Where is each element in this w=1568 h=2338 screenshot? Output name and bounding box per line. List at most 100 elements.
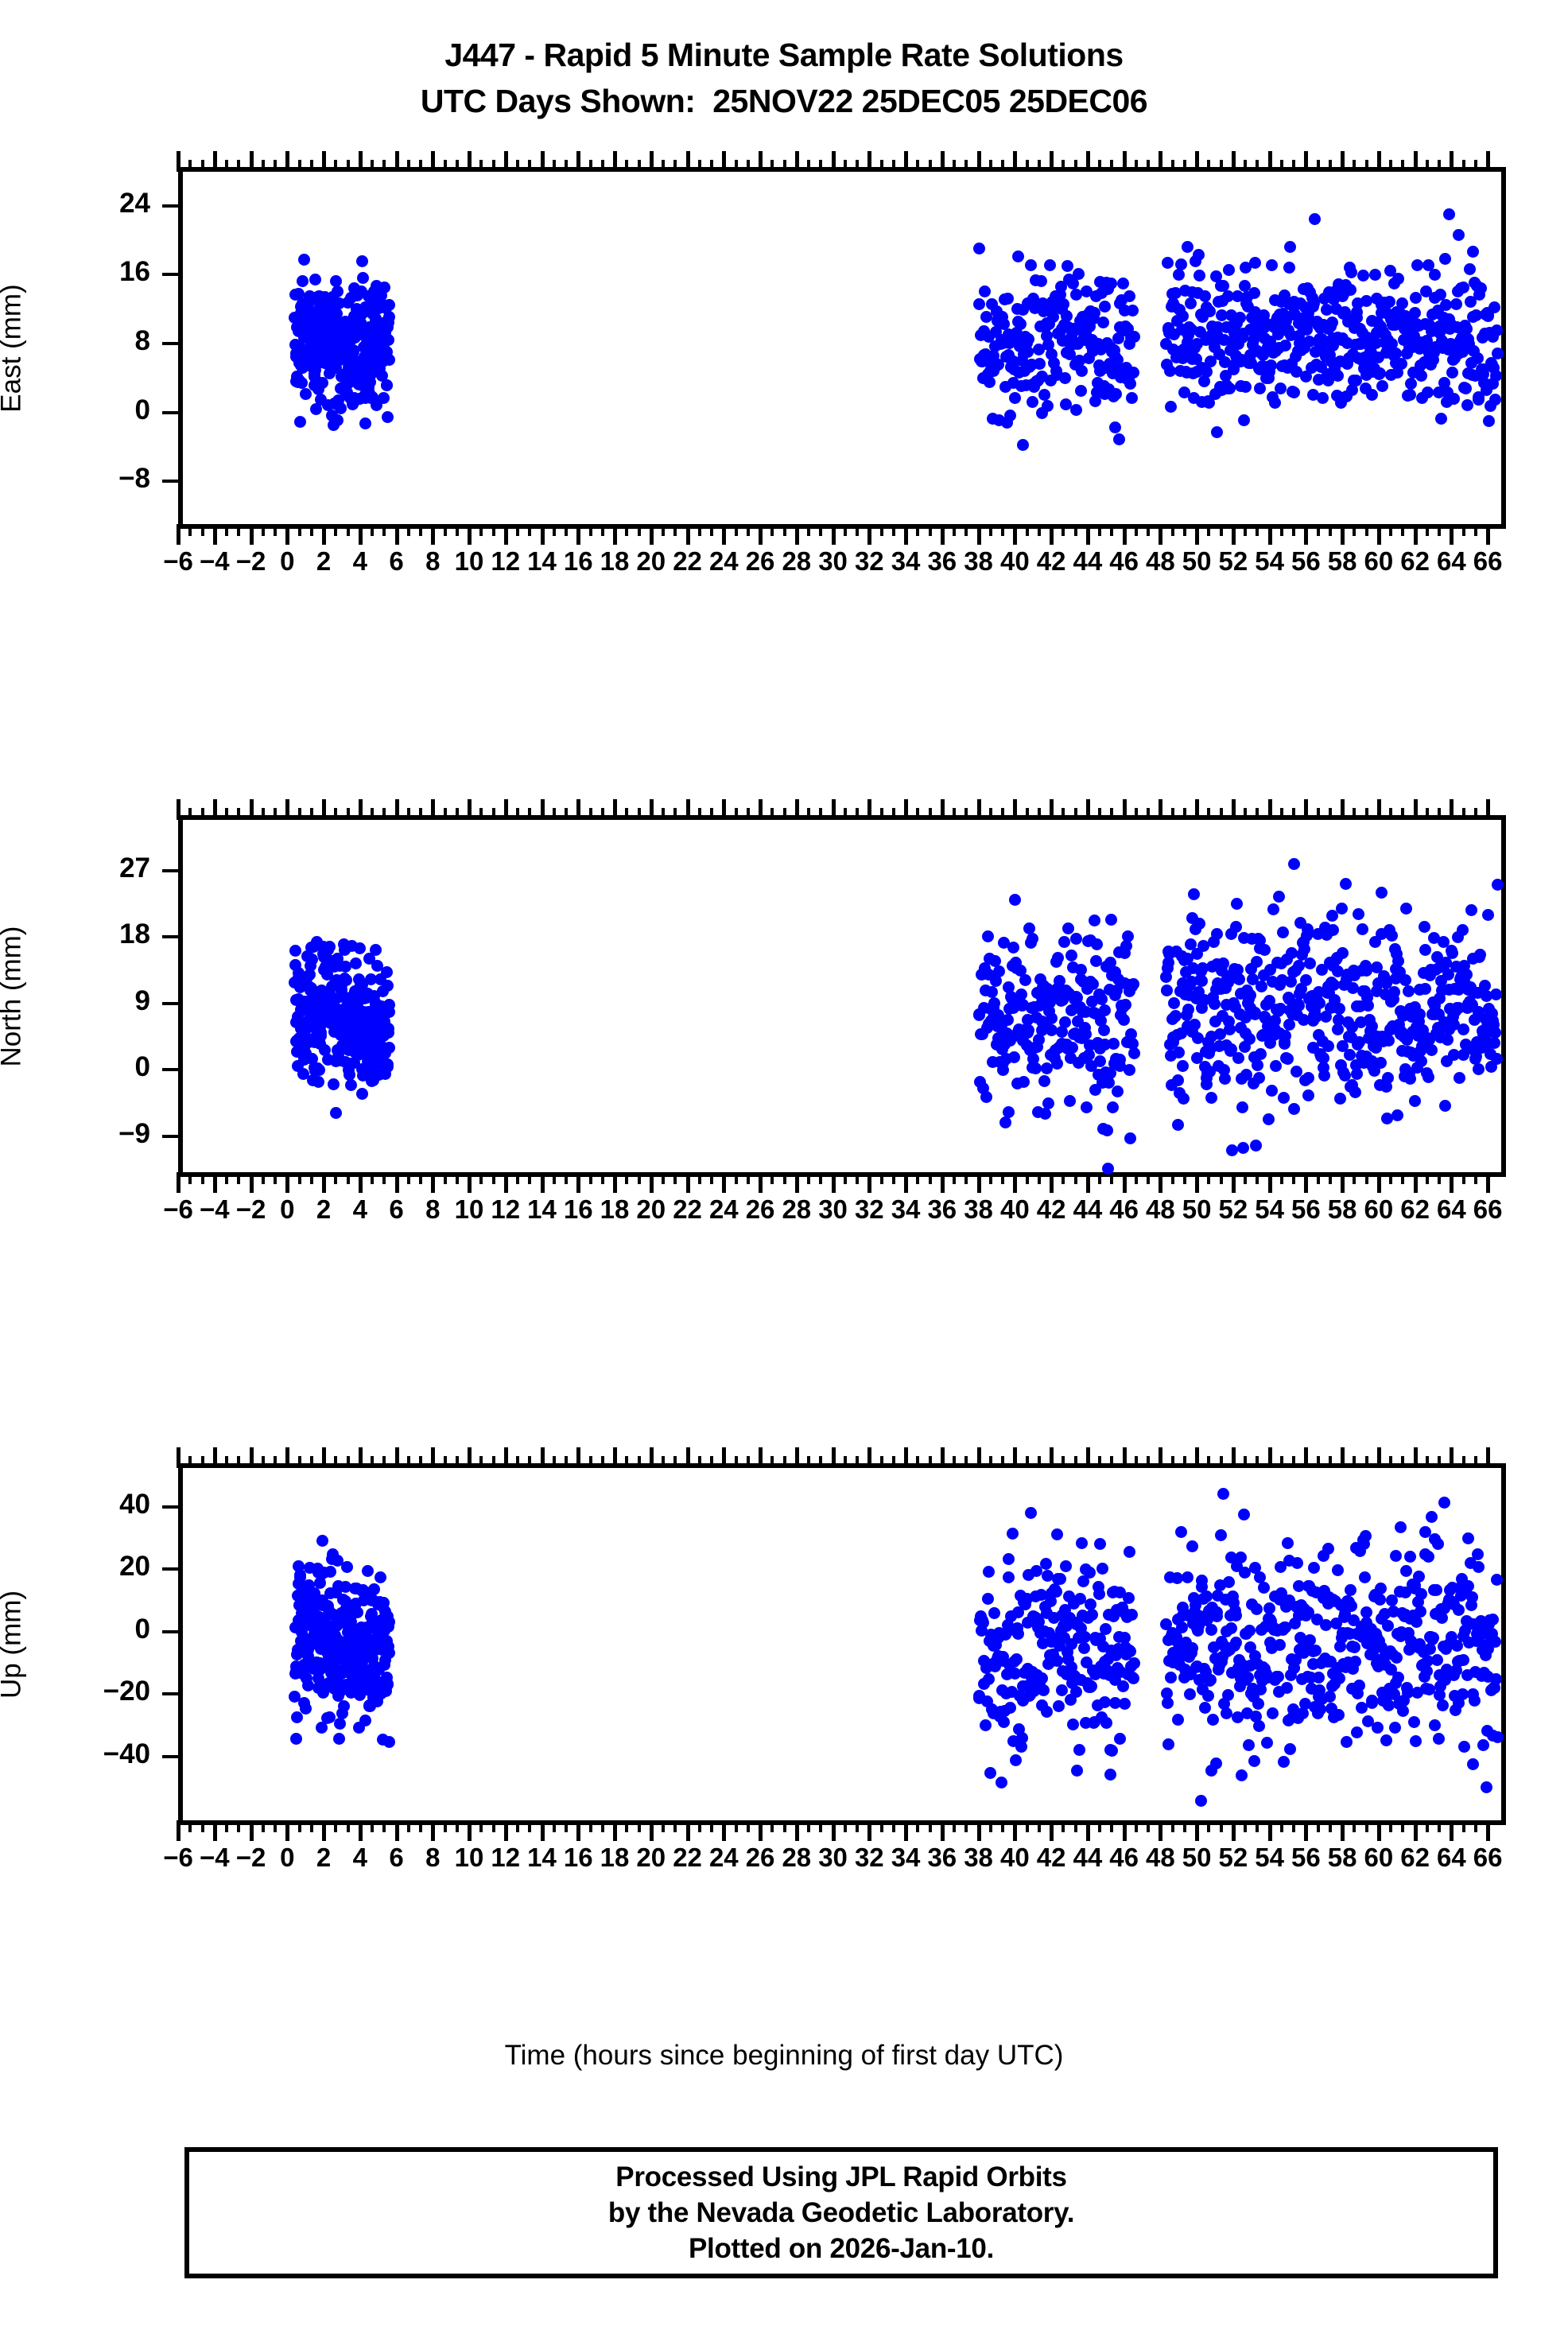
x-tick-minor — [479, 524, 483, 536]
data-point — [1184, 1688, 1196, 1701]
x-tick-minor — [1170, 524, 1174, 536]
data-point — [1238, 1566, 1251, 1579]
x-tick-minor — [1364, 524, 1368, 536]
x-tick-major — [177, 524, 180, 545]
data-point — [1284, 1743, 1297, 1756]
data-point — [1209, 1757, 1222, 1769]
x-tick-major — [431, 151, 436, 172]
x-tick-label: 10 — [454, 546, 484, 576]
data-point — [1456, 924, 1469, 937]
page-title: J447 - Rapid 5 Minute Sample Rate Soluti… — [444, 37, 1124, 73]
data-point — [1174, 1526, 1187, 1539]
data-point — [331, 307, 343, 320]
data-point — [1448, 392, 1461, 405]
data-point — [1439, 1099, 1452, 1112]
x-tick-minor — [200, 160, 204, 172]
data-point — [980, 1090, 993, 1103]
data-point — [1127, 977, 1139, 990]
data-point — [1438, 1496, 1451, 1509]
data-point — [1353, 1680, 1366, 1692]
data-point — [985, 986, 998, 999]
y-tick-north-0 — [162, 868, 178, 872]
data-point — [1441, 1034, 1454, 1047]
x-tick-label: 38 — [964, 546, 993, 576]
data-point — [382, 411, 394, 424]
x-tick-minor — [1364, 160, 1368, 172]
data-point — [1272, 891, 1285, 903]
data-point — [341, 1560, 354, 1573]
x-tick-minor — [1461, 524, 1465, 536]
data-point — [1380, 1734, 1393, 1747]
data-point — [383, 298, 396, 311]
x-tick-minor — [746, 524, 750, 536]
data-point — [1110, 387, 1123, 400]
x-tick-minor — [1316, 160, 1320, 172]
data-point — [1349, 1655, 1361, 1668]
x-tick-major — [177, 151, 180, 172]
data-point — [1360, 1606, 1373, 1618]
x-tick-major — [1159, 1172, 1163, 1193]
data-point — [1007, 941, 1019, 953]
data-point — [1491, 879, 1504, 891]
x-tick-minor — [1292, 160, 1296, 172]
x-tick-minor — [1098, 524, 1102, 536]
data-point — [1170, 1571, 1183, 1584]
data-point — [1119, 1698, 1131, 1711]
data-point — [1457, 1023, 1470, 1035]
data-point — [1392, 273, 1404, 285]
data-point — [1483, 415, 1496, 428]
data-point — [1174, 258, 1187, 271]
x-tick-minor — [1001, 524, 1005, 536]
data-point — [1313, 1672, 1325, 1684]
x-tick-major — [831, 524, 836, 545]
x-tick-minor — [1244, 160, 1248, 172]
x-tick-major — [468, 1820, 472, 1841]
data-point — [1402, 985, 1415, 998]
data-point — [1251, 1603, 1263, 1616]
y-tick-label-up-2: 0 — [134, 1613, 150, 1645]
data-point — [1018, 1075, 1030, 1088]
x-tick-minor — [807, 524, 811, 536]
x-tick-label: 34 — [891, 546, 921, 576]
x-tick-major — [794, 524, 799, 545]
data-point — [1076, 1537, 1089, 1550]
data-point — [981, 930, 994, 943]
x-tick-minor — [916, 160, 920, 172]
data-point — [1436, 1699, 1449, 1712]
data-point — [1062, 260, 1074, 273]
x-tick-minor — [1110, 160, 1114, 172]
x-tick-major — [1050, 1172, 1054, 1193]
data-point — [333, 1732, 346, 1745]
data-point — [1017, 439, 1030, 452]
data-point — [1266, 259, 1279, 272]
y-tick-east-2 — [162, 342, 178, 346]
data-point — [297, 254, 310, 266]
y-tick-label-north-0: 27 — [119, 852, 150, 884]
y-tick-label-up-0: 40 — [119, 1488, 150, 1520]
data-point — [1211, 1610, 1224, 1623]
x-tick-minor — [953, 524, 957, 536]
data-point — [1465, 1590, 1478, 1603]
data-point — [1422, 1071, 1434, 1084]
data-point — [382, 1736, 395, 1749]
data-point — [1396, 297, 1409, 309]
data-point — [1350, 1726, 1363, 1739]
data-point — [1252, 1719, 1265, 1732]
data-point — [1457, 281, 1469, 293]
data-point — [1415, 1605, 1427, 1618]
data-point — [1236, 1769, 1248, 1782]
x-tick-label: 54 — [1255, 546, 1284, 576]
x-tick-minor — [188, 160, 192, 172]
data-point — [1339, 877, 1352, 890]
data-point — [1229, 1637, 1242, 1649]
data-point — [1035, 1672, 1048, 1685]
data-point — [1333, 1003, 1346, 1015]
x-tick-minor — [964, 160, 968, 172]
data-point — [1432, 1733, 1445, 1746]
data-point — [1063, 1095, 1076, 1108]
x-tick-major — [431, 1820, 436, 1841]
x-tick-minor — [1316, 524, 1320, 536]
data-point — [1169, 1009, 1182, 1022]
x-tick-major — [468, 1172, 472, 1193]
x-tick-minor — [406, 524, 410, 536]
